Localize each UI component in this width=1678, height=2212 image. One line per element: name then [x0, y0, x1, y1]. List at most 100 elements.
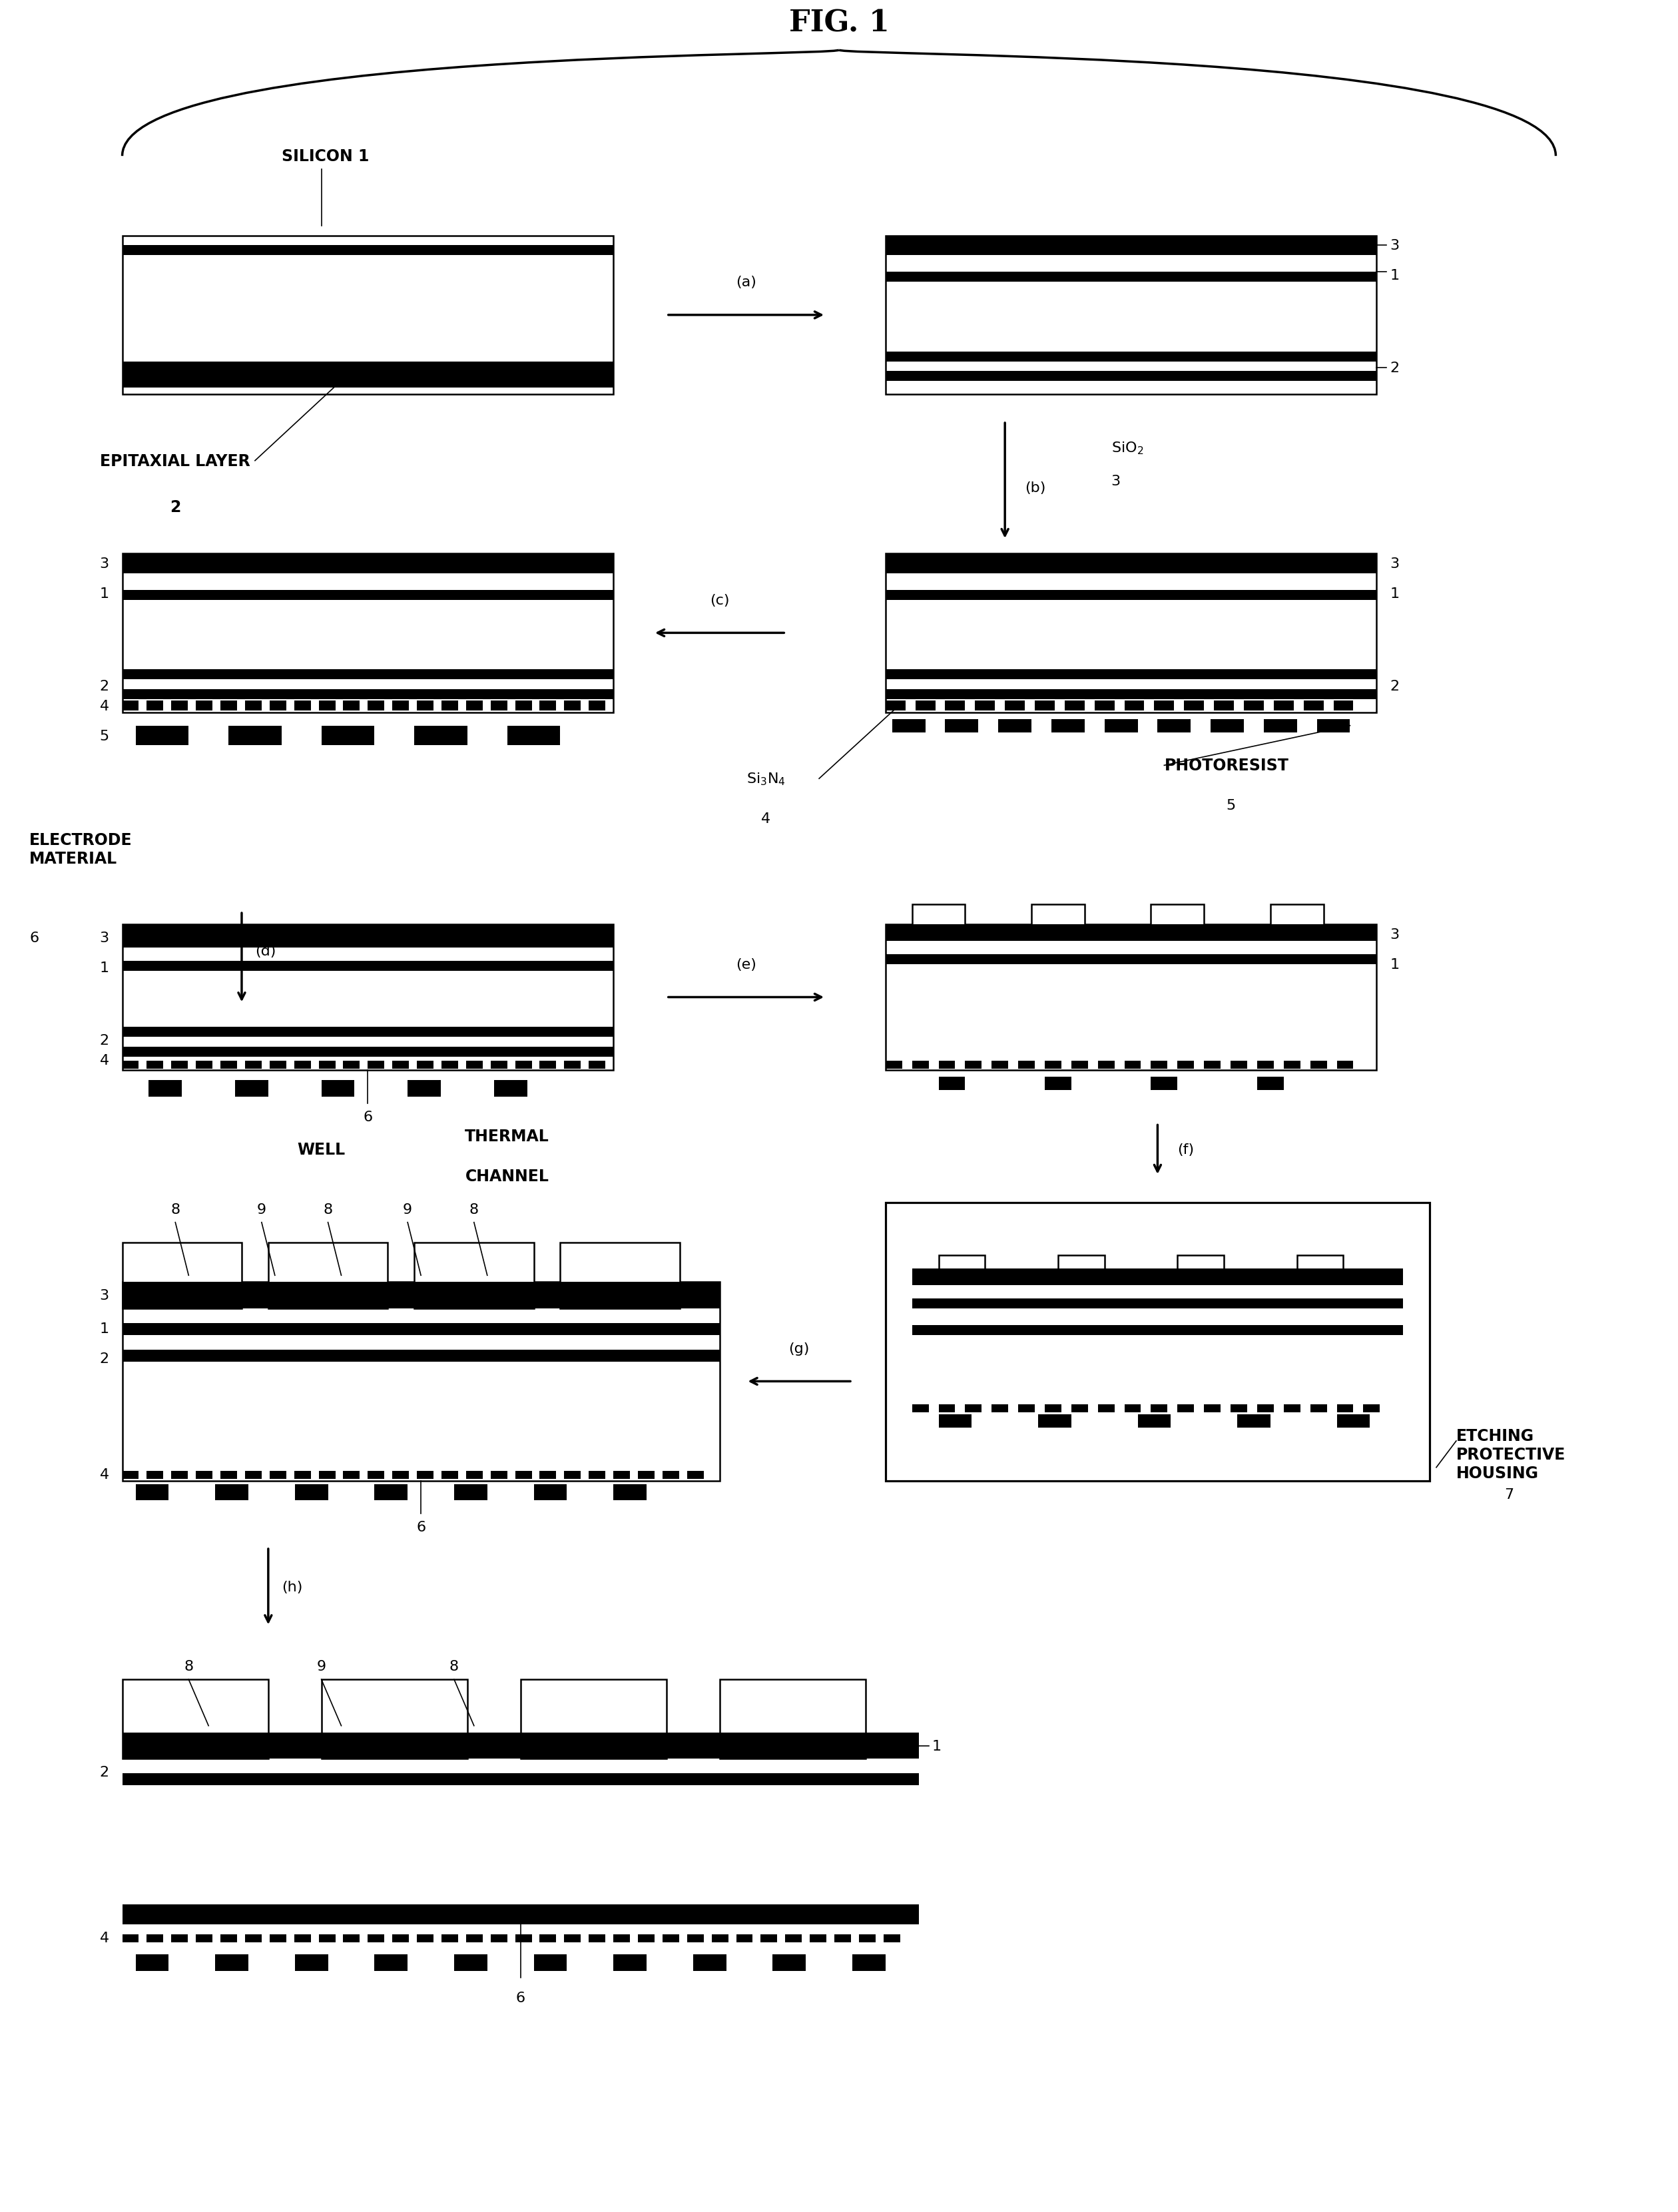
Text: 1: 1: [99, 1323, 109, 1336]
Bar: [564, 1936, 581, 1942]
Text: 9: 9: [317, 1659, 326, 1672]
Bar: [344, 701, 359, 710]
Bar: [416, 701, 433, 710]
Bar: [737, 1936, 753, 1942]
Bar: [992, 1062, 1008, 1068]
Bar: [711, 1936, 728, 1942]
Bar: [466, 1471, 483, 1480]
Bar: [886, 925, 1376, 940]
Bar: [913, 1298, 1403, 1310]
Text: (d): (d): [255, 945, 275, 958]
Bar: [1052, 719, 1084, 732]
Bar: [1151, 1405, 1168, 1413]
Bar: [196, 701, 213, 710]
Text: (b): (b): [1025, 480, 1045, 493]
Bar: [320, 1679, 468, 1759]
Bar: [515, 1936, 532, 1942]
Bar: [393, 1062, 409, 1068]
Bar: [215, 1484, 248, 1500]
Bar: [122, 1283, 720, 1310]
Bar: [1097, 1062, 1114, 1068]
Bar: [171, 1936, 188, 1942]
Bar: [294, 701, 310, 710]
Bar: [122, 1243, 242, 1310]
Bar: [196, 1062, 213, 1068]
Bar: [122, 1774, 918, 1785]
Bar: [1210, 719, 1243, 732]
Bar: [344, 1471, 359, 1480]
Bar: [915, 701, 935, 710]
Bar: [122, 553, 614, 573]
Bar: [319, 1936, 336, 1942]
Bar: [540, 1062, 557, 1068]
Bar: [1124, 1062, 1141, 1068]
Bar: [393, 1936, 409, 1942]
Text: EPITAXIAL LAYER: EPITAXIAL LAYER: [101, 453, 250, 469]
Bar: [122, 1026, 614, 1037]
Bar: [886, 953, 1376, 964]
Text: 3: 3: [1389, 557, 1399, 571]
Bar: [540, 1471, 557, 1480]
Bar: [913, 905, 965, 931]
Text: 8: 8: [450, 1659, 458, 1672]
Bar: [834, 1936, 851, 1942]
Bar: [490, 1471, 507, 1480]
Bar: [344, 1062, 359, 1068]
Bar: [1317, 719, 1351, 732]
Bar: [270, 1471, 287, 1480]
Bar: [122, 701, 139, 710]
Text: 1: 1: [99, 586, 109, 599]
Bar: [913, 1270, 1403, 1285]
Bar: [886, 372, 1376, 383]
Bar: [136, 726, 188, 745]
Bar: [319, 1471, 336, 1480]
Bar: [852, 1953, 886, 1971]
Bar: [268, 1243, 388, 1310]
Bar: [1185, 701, 1205, 710]
Bar: [560, 1243, 680, 1310]
Text: 6: 6: [362, 1110, 373, 1124]
Bar: [220, 1471, 237, 1480]
Bar: [886, 553, 1376, 712]
Bar: [1039, 1416, 1071, 1429]
Bar: [886, 690, 1376, 699]
Bar: [886, 352, 1376, 363]
Bar: [1205, 1062, 1220, 1068]
Text: 8: 8: [324, 1203, 332, 1217]
Bar: [122, 1283, 720, 1480]
Bar: [122, 553, 614, 712]
Bar: [490, 1062, 507, 1068]
Bar: [136, 1484, 169, 1500]
Bar: [1337, 1405, 1354, 1413]
Bar: [589, 1471, 606, 1480]
Bar: [295, 1953, 327, 1971]
Bar: [294, 1062, 310, 1068]
Bar: [614, 1936, 629, 1942]
Text: 3: 3: [99, 557, 109, 571]
Bar: [319, 701, 336, 710]
Bar: [466, 1936, 483, 1942]
Bar: [760, 1936, 777, 1942]
Bar: [945, 719, 978, 732]
Bar: [408, 1079, 441, 1097]
Bar: [245, 701, 262, 710]
Bar: [515, 1471, 532, 1480]
Bar: [122, 960, 614, 971]
Bar: [367, 701, 384, 710]
Bar: [270, 1062, 287, 1068]
Bar: [1019, 1062, 1035, 1068]
Bar: [686, 1936, 703, 1942]
Text: 3: 3: [99, 931, 109, 945]
Text: 3: 3: [99, 1290, 109, 1303]
Bar: [1124, 1405, 1141, 1413]
Bar: [441, 1936, 458, 1942]
Bar: [938, 1405, 955, 1413]
Bar: [1151, 1077, 1178, 1091]
Bar: [1213, 701, 1233, 710]
Text: 6: 6: [416, 1520, 426, 1533]
Bar: [1138, 1416, 1171, 1429]
Bar: [1257, 1062, 1274, 1068]
Text: Si$_3$N$_4$: Si$_3$N$_4$: [747, 772, 785, 787]
Bar: [965, 1405, 982, 1413]
Bar: [245, 1062, 262, 1068]
